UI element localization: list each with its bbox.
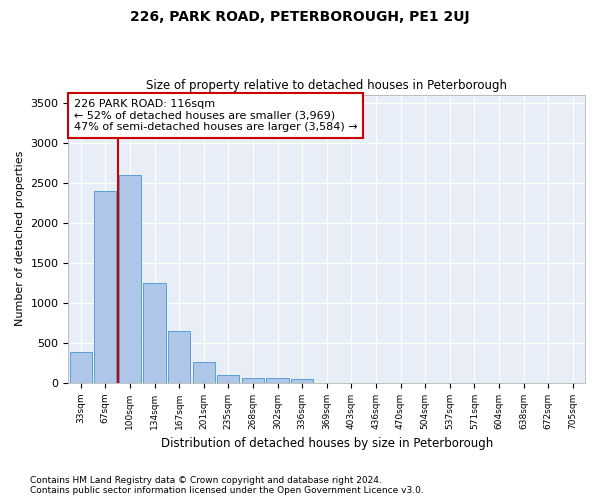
Bar — [266, 378, 289, 382]
Bar — [119, 174, 141, 382]
Title: Size of property relative to detached houses in Peterborough: Size of property relative to detached ho… — [146, 79, 507, 92]
Bar — [291, 380, 313, 382]
Bar — [217, 375, 239, 382]
Bar — [70, 352, 92, 382]
Y-axis label: Number of detached properties: Number of detached properties — [15, 151, 25, 326]
Text: 226, PARK ROAD, PETERBOROUGH, PE1 2UJ: 226, PARK ROAD, PETERBOROUGH, PE1 2UJ — [130, 10, 470, 24]
Bar — [168, 330, 190, 382]
Bar — [242, 378, 264, 382]
Bar — [193, 362, 215, 382]
Bar — [94, 192, 116, 382]
Text: 226 PARK ROAD: 116sqm
← 52% of detached houses are smaller (3,969)
47% of semi-d: 226 PARK ROAD: 116sqm ← 52% of detached … — [74, 99, 357, 132]
Text: Contains HM Land Registry data © Crown copyright and database right 2024.
Contai: Contains HM Land Registry data © Crown c… — [30, 476, 424, 495]
Bar — [143, 282, 166, 382]
X-axis label: Distribution of detached houses by size in Peterborough: Distribution of detached houses by size … — [161, 437, 493, 450]
